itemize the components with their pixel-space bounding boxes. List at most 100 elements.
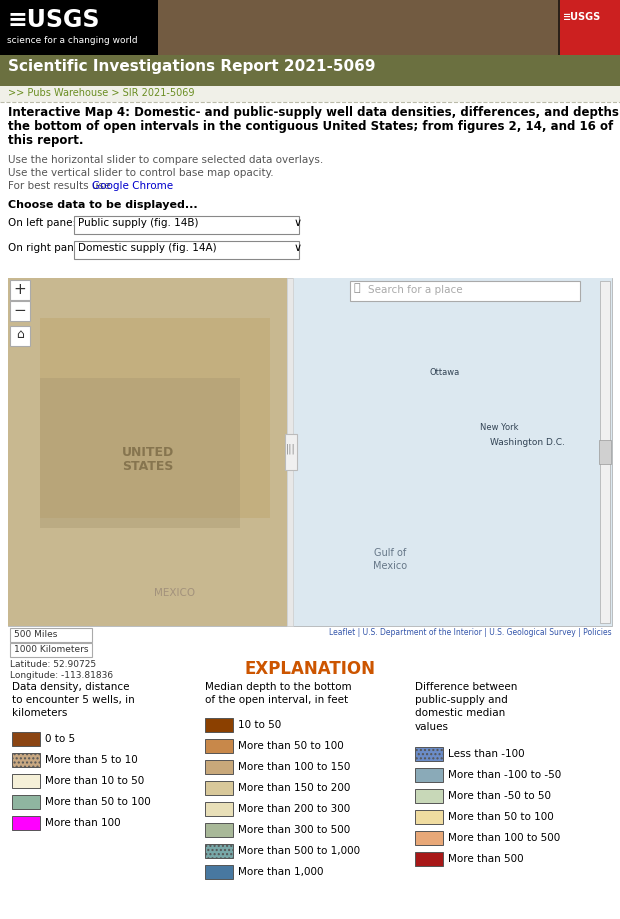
Text: Use the vertical slider to control base map opacity.: Use the vertical slider to control base …	[8, 168, 273, 178]
Text: ≡USGS: ≡USGS	[563, 12, 601, 22]
Text: Data density, distance
to encounter 5 wells, in
kilometers: Data density, distance to encounter 5 we…	[12, 682, 135, 719]
Text: 🔍: 🔍	[354, 283, 361, 293]
Bar	[74, 241, 299, 259]
Bar	[415, 747, 443, 761]
Text: −: −	[14, 303, 27, 318]
Text: On left pane:: On left pane:	[8, 218, 76, 228]
Bar	[415, 831, 443, 845]
Bar	[10, 628, 92, 642]
Bar	[205, 739, 233, 753]
Bar	[74, 216, 299, 234]
Bar	[205, 760, 233, 774]
Text: More than 50 to 100: More than 50 to 100	[448, 812, 554, 822]
Bar	[205, 781, 233, 795]
Bar	[0, 0, 158, 55]
Bar	[285, 434, 297, 470]
Bar	[12, 732, 40, 746]
Bar	[40, 378, 240, 528]
Text: science for a changing world: science for a changing world	[7, 36, 138, 45]
Bar	[293, 278, 612, 626]
Text: Latitude: 52.90725: Latitude: 52.90725	[10, 660, 96, 669]
Bar	[415, 852, 443, 866]
Text: New York: New York	[480, 423, 518, 432]
Text: More than 100 to 500: More than 100 to 500	[448, 833, 560, 843]
Bar	[158, 0, 558, 55]
Text: 10 to 50: 10 to 50	[238, 720, 281, 730]
Text: +: +	[14, 282, 27, 297]
Bar	[10, 643, 92, 657]
Bar	[560, 0, 620, 55]
Text: Domestic supply (fig. 14A): Domestic supply (fig. 14A)	[78, 243, 216, 253]
Text: Leaflet | U.S. Department of the Interior | U.S. Geological Survey | Policies: Leaflet | U.S. Department of the Interio…	[329, 628, 612, 637]
Bar	[205, 844, 233, 858]
Text: More than 50 to 100: More than 50 to 100	[45, 797, 151, 807]
Bar	[205, 718, 233, 732]
Text: Use the horizontal slider to compare selected data overlays.: Use the horizontal slider to compare sel…	[8, 155, 323, 165]
Bar	[12, 774, 40, 788]
Bar	[205, 802, 233, 816]
Text: Median depth to the bottom
of the open interval, in feet: Median depth to the bottom of the open i…	[205, 682, 352, 705]
Text: Ottawa: Ottawa	[430, 368, 460, 377]
Bar	[205, 865, 233, 879]
Text: MEXICO: MEXICO	[154, 588, 195, 598]
Text: Longitude: -113.81836: Longitude: -113.81836	[10, 671, 113, 680]
Text: On right pane:: On right pane:	[8, 243, 84, 253]
Bar	[12, 816, 40, 830]
Text: the bottom of open intervals in the contiguous United States; from figures 2, 14: the bottom of open intervals in the cont…	[8, 120, 613, 133]
Text: Google Chrome: Google Chrome	[92, 181, 173, 191]
Bar	[0, 0, 620, 55]
Text: 0 to 5: 0 to 5	[45, 734, 75, 744]
Text: .: .	[155, 181, 158, 191]
Text: More than -100 to -50: More than -100 to -50	[448, 770, 561, 780]
Bar	[205, 823, 233, 837]
Text: More than -50 to 50: More than -50 to 50	[448, 791, 551, 801]
Text: More than 500: More than 500	[448, 854, 524, 864]
Text: ∨: ∨	[294, 218, 302, 228]
Text: More than 100 to 150: More than 100 to 150	[238, 762, 350, 772]
Bar	[415, 789, 443, 803]
Text: ≡USGS: ≡USGS	[7, 8, 99, 32]
Bar	[415, 768, 443, 782]
Text: ∨: ∨	[294, 243, 302, 253]
Bar	[10, 301, 30, 321]
Text: More than 50 to 100: More than 50 to 100	[238, 741, 343, 751]
Text: More than 150 to 200: More than 150 to 200	[238, 783, 350, 793]
Text: >> Pubs Warehouse > SIR 2021-5069: >> Pubs Warehouse > SIR 2021-5069	[8, 88, 195, 98]
Text: this report.: this report.	[8, 134, 84, 147]
Text: Choose data to be displayed...: Choose data to be displayed...	[8, 200, 198, 210]
Bar	[10, 280, 30, 300]
Text: For best results use: For best results use	[8, 181, 113, 191]
Text: More than 200 to 300: More than 200 to 300	[238, 804, 350, 814]
Bar	[12, 795, 40, 809]
Text: More than 1,000: More than 1,000	[238, 867, 324, 877]
Bar	[8, 278, 287, 626]
Bar	[350, 281, 580, 301]
Text: Less than -100: Less than -100	[448, 749, 525, 759]
Bar	[600, 281, 610, 623]
Text: Mexico: Mexico	[373, 561, 407, 571]
Bar	[287, 278, 293, 626]
Text: Gulf of: Gulf of	[374, 548, 406, 558]
Text: More than 300 to 500: More than 300 to 500	[238, 825, 350, 835]
Text: More than 500 to 1,000: More than 500 to 1,000	[238, 846, 360, 856]
Text: More than 5 to 10: More than 5 to 10	[45, 755, 138, 765]
Text: ⌂: ⌂	[16, 328, 24, 341]
Text: Difference between
public-supply and
domestic median
values: Difference between public-supply and dom…	[415, 682, 517, 732]
Bar	[415, 810, 443, 824]
Text: More than 10 to 50: More than 10 to 50	[45, 776, 144, 786]
Bar	[8, 278, 612, 626]
Text: |||: |||	[286, 444, 296, 455]
Text: EXPLANATION: EXPLANATION	[244, 660, 376, 678]
Bar	[12, 753, 40, 767]
Text: Public supply (fig. 14B): Public supply (fig. 14B)	[78, 218, 198, 228]
Text: Search for a place: Search for a place	[368, 285, 463, 295]
Text: Washington D.C.: Washington D.C.	[490, 438, 565, 447]
Text: UNITED: UNITED	[122, 447, 174, 460]
Text: STATES: STATES	[122, 460, 174, 472]
Bar	[0, 55, 620, 86]
Text: Interactive Map 4: Domestic- and public-supply well data densities, differences,: Interactive Map 4: Domestic- and public-…	[8, 106, 620, 119]
Bar	[10, 326, 30, 346]
Bar	[158, 0, 558, 55]
Text: 1000 Kilometers: 1000 Kilometers	[14, 645, 89, 654]
Text: 500 Miles: 500 Miles	[14, 630, 58, 639]
